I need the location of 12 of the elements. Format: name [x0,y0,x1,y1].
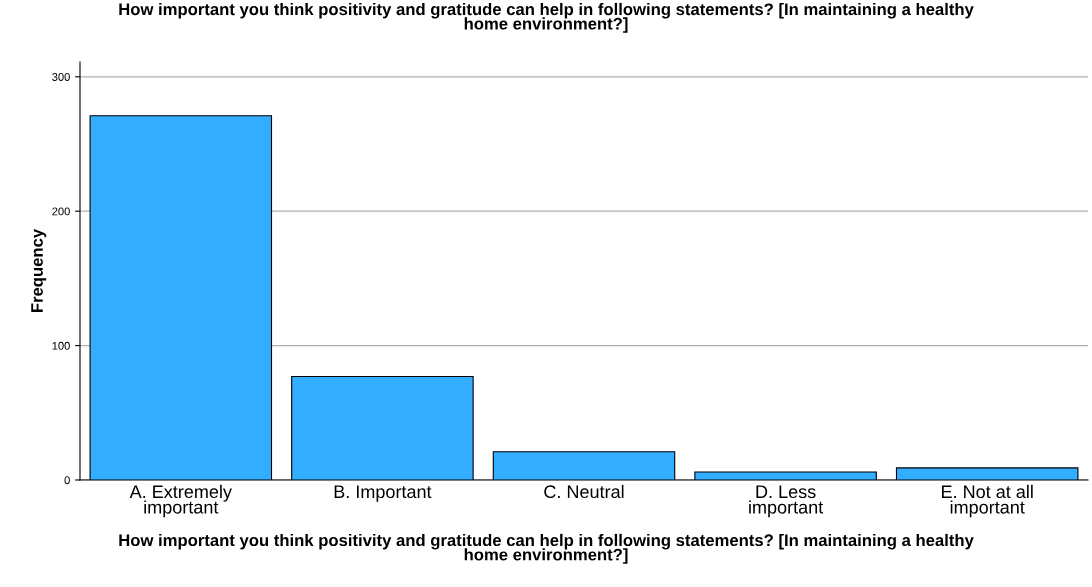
y-tick-label: 0 [64,476,70,485]
chart-title: How important you think positivity and gratitude can help in following statements? [In maintaining a healthy home environment?] [119,2,974,33]
x-tick-label: B. Important [334,485,432,502]
x-tick-label: C. Neutral [544,484,624,499]
y-axis-title: Frequency [31,228,47,313]
y-tick-label: 300 [52,73,70,81]
y-tick-label: 200 [52,207,70,216]
x-tick-label: E. Not at all important [942,484,1033,518]
y-tick-label: 100 [52,341,70,350]
x-tick-label: A. Extremely important [129,484,232,518]
x-tick-label: D. Less important [749,485,824,518]
x-axis-title: How important you think positivity and gratitude can help in following statements? [In maintaining a healthy home environment?] [119,533,974,564]
